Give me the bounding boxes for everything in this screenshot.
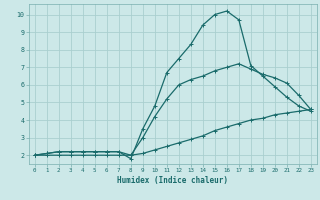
X-axis label: Humidex (Indice chaleur): Humidex (Indice chaleur)	[117, 176, 228, 185]
